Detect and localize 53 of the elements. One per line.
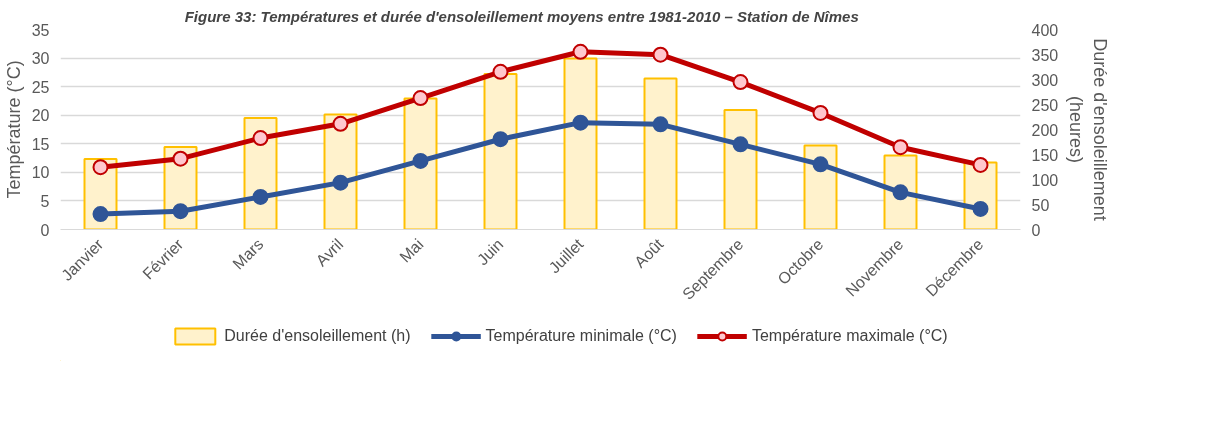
point <box>652 46 669 63</box>
bar <box>563 57 598 230</box>
point <box>92 159 109 176</box>
point <box>572 114 589 131</box>
legend-label: Durée d'ensoleillement (h) <box>224 327 411 345</box>
bar <box>483 73 518 230</box>
y2-tick-label: 400 <box>1031 21 1059 39</box>
y-tick-label: 15 <box>31 135 50 153</box>
y2-tick-label: 0 <box>1031 221 1041 239</box>
y2-tick-label: 350 <box>1031 46 1059 64</box>
point <box>652 116 669 133</box>
chart-title: Figure 33: Températures et durée d'ensoleillement moyens entre 1981-2010 – Station de Nîmes <box>184 7 859 25</box>
legend-label: Température maximale (°C) <box>751 327 948 345</box>
x-tick-label: Juin <box>473 235 507 269</box>
point <box>732 136 749 153</box>
y-tick-label: 35 <box>31 21 50 39</box>
point <box>572 43 589 60</box>
y2-tick-label: 100 <box>1031 171 1059 189</box>
point <box>492 63 509 80</box>
point <box>332 115 349 132</box>
y2-tick-label: 300 <box>1031 71 1059 89</box>
point <box>732 74 749 91</box>
y2-tick-label: 50 <box>1031 196 1050 214</box>
point <box>172 150 189 167</box>
y-tick-label: 30 <box>31 50 50 68</box>
point <box>812 104 829 121</box>
y2-axis-title: Durée d'ensoleillement (heures) <box>1066 38 1111 221</box>
y-tick-label: 10 <box>31 164 50 182</box>
point <box>332 174 349 191</box>
x-tick-label: Mai <box>396 235 427 266</box>
point <box>412 152 429 169</box>
point <box>172 203 189 220</box>
point <box>92 206 109 223</box>
y-tick-label: 20 <box>31 107 50 125</box>
point <box>412 90 429 107</box>
bar <box>723 109 758 230</box>
y2-tick-label: 150 <box>1031 146 1059 164</box>
point <box>812 156 829 173</box>
point <box>892 139 909 156</box>
y-tick-label: 25 <box>31 78 50 96</box>
y-tick-label: 0 <box>40 221 50 239</box>
legend-label: Température minimale (°C) <box>485 327 677 345</box>
bar <box>643 77 678 230</box>
point <box>972 156 989 173</box>
y2-tick-label: 200 <box>1031 121 1059 139</box>
point <box>252 188 269 205</box>
point <box>492 131 509 148</box>
point <box>972 200 989 217</box>
point <box>892 184 909 201</box>
y2-tick-label: 250 <box>1031 96 1059 114</box>
y-axis-title: Température (°C) <box>3 60 24 199</box>
y-tick-label: 5 <box>40 192 50 210</box>
point <box>252 130 269 147</box>
